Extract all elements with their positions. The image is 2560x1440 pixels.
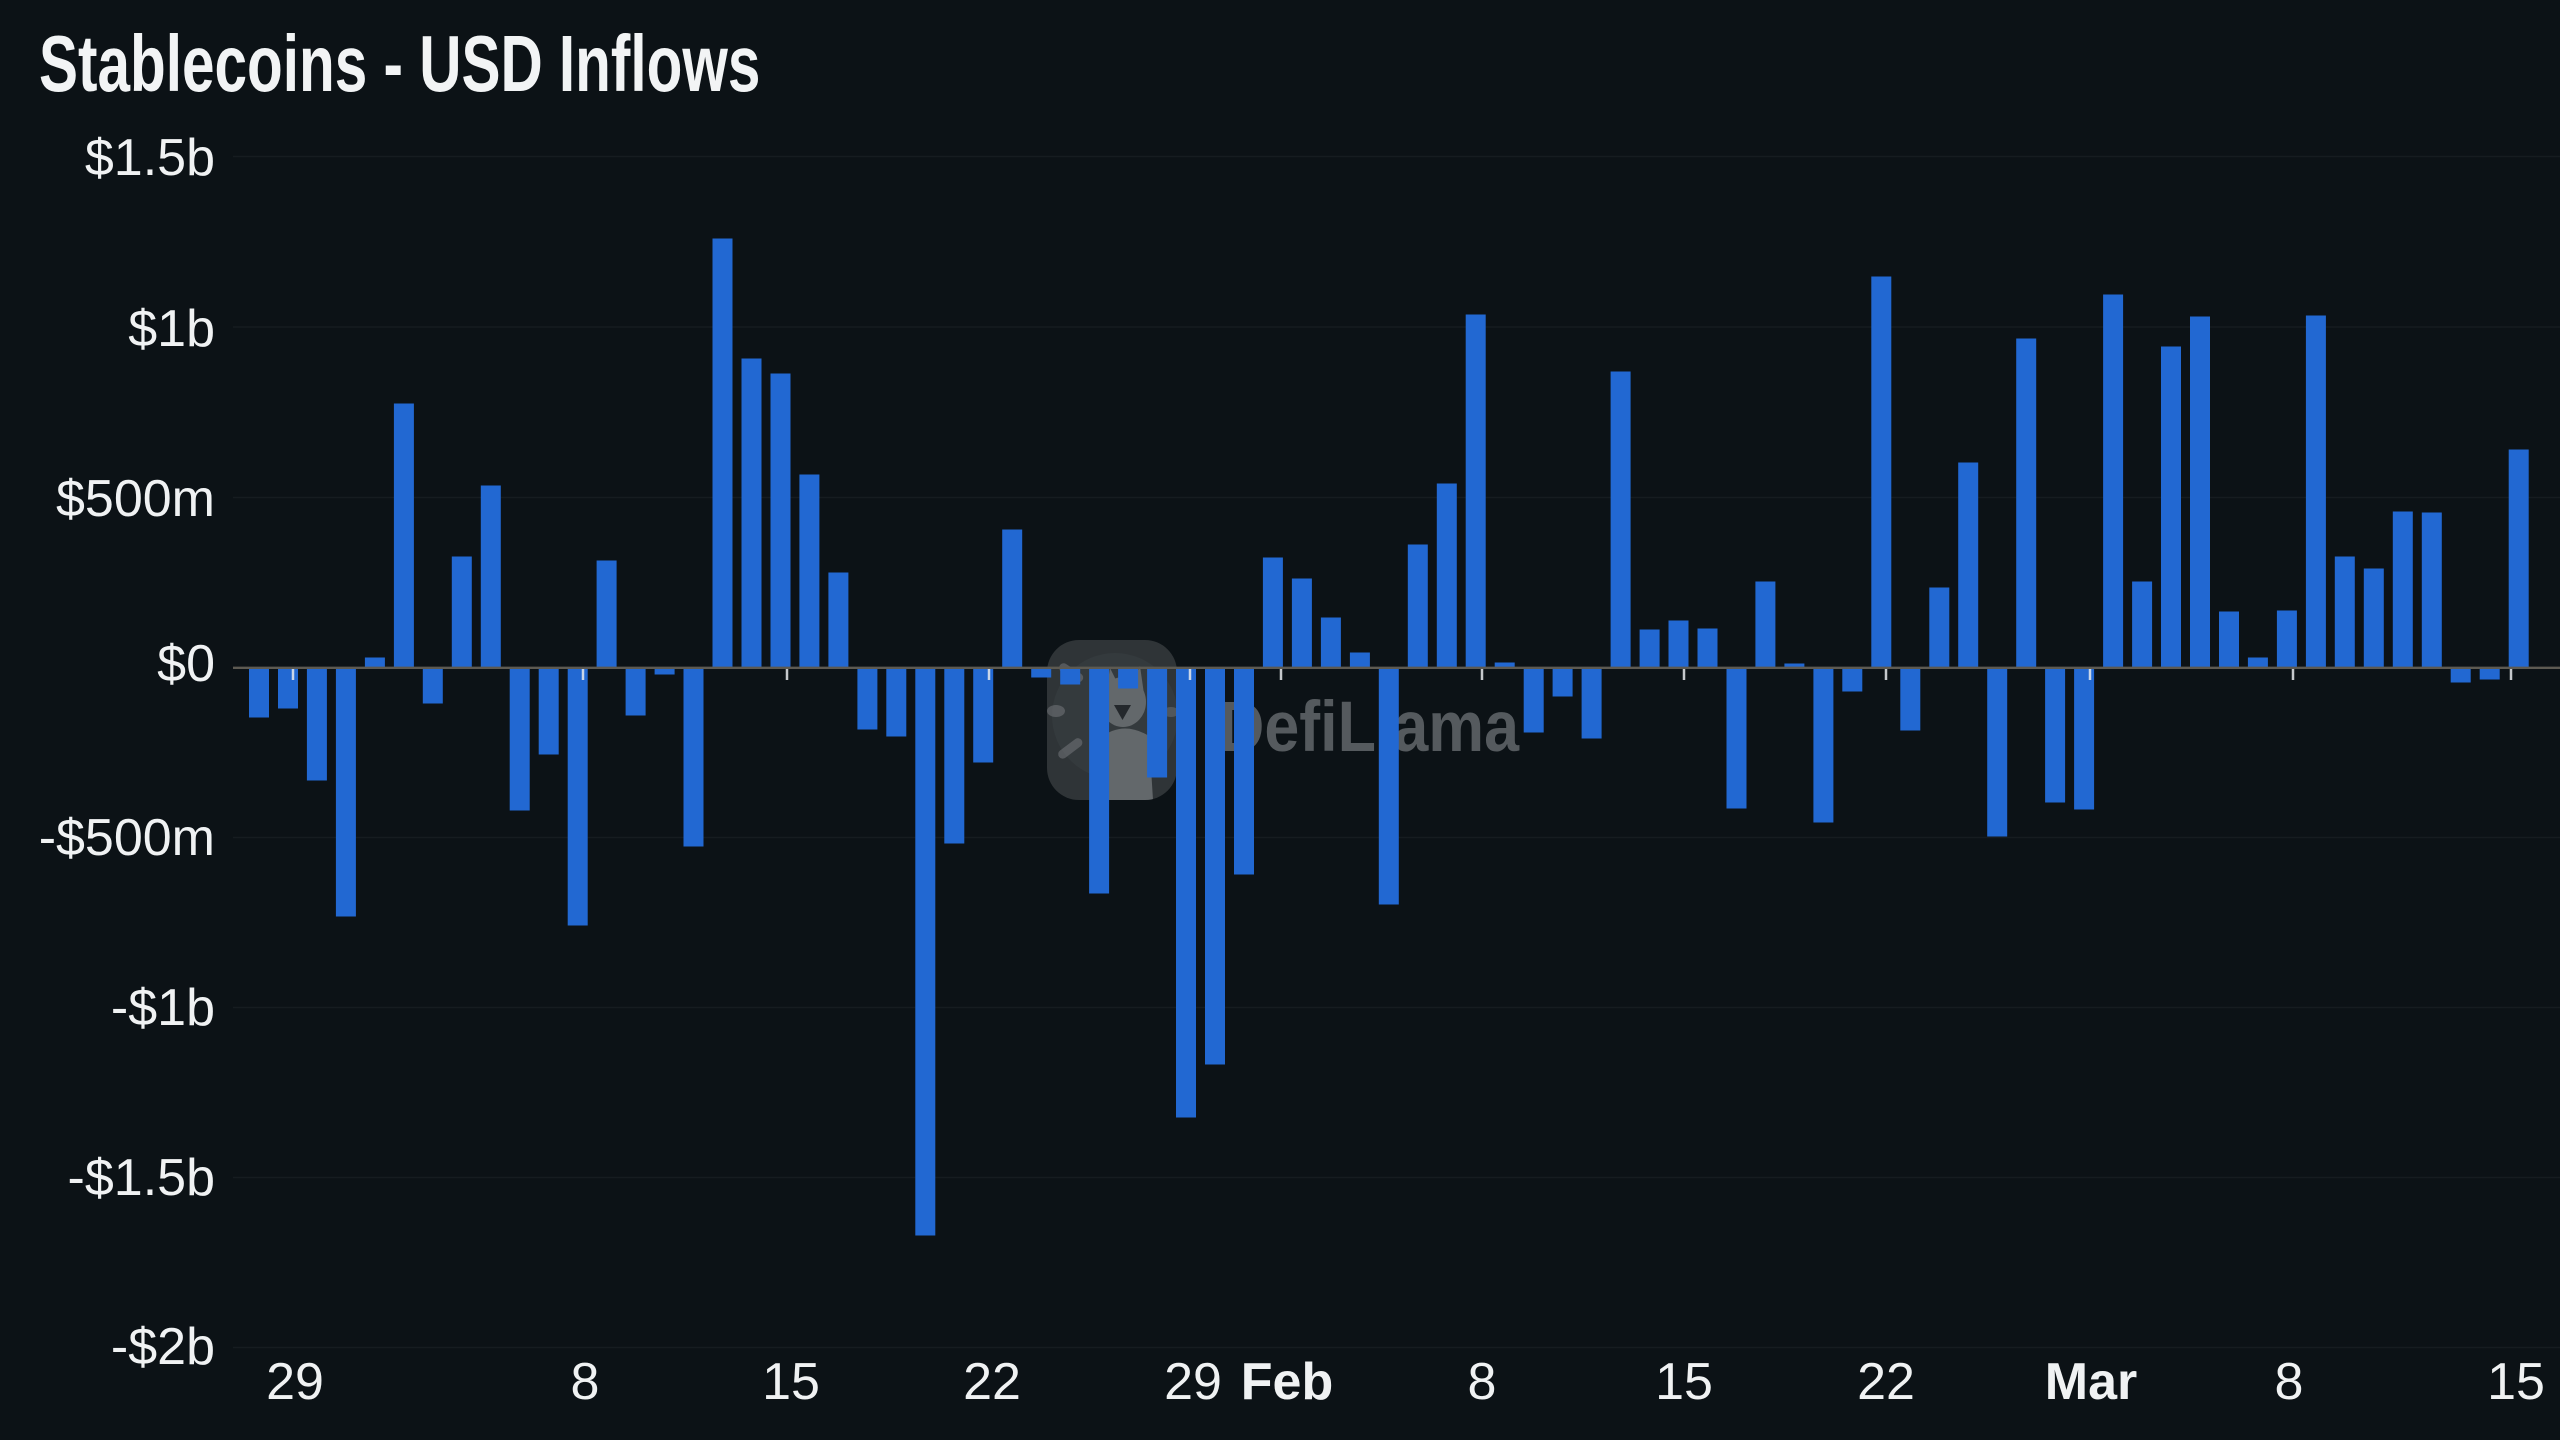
svg-text:22: 22 [963,1353,1021,1411]
svg-text:15: 15 [2487,1353,2545,1411]
svg-text:8: 8 [1468,1353,1497,1411]
svg-text:-$1b: -$1b [111,979,215,1037]
svg-text:-$1.5b: -$1.5b [68,1149,215,1207]
svg-text:$0: $0 [157,635,215,693]
svg-text:-$500m: -$500m [39,809,215,867]
svg-text:$1.5b: $1.5b [85,129,215,187]
svg-text:$1b: $1b [128,300,215,358]
svg-text:15: 15 [762,1353,820,1411]
svg-text:8: 8 [2275,1353,2304,1411]
svg-text:29: 29 [266,1353,324,1411]
svg-text:Feb: Feb [1241,1353,1333,1411]
svg-text:22: 22 [1857,1353,1915,1411]
svg-text:29: 29 [1164,1353,1222,1411]
svg-text:-$2b: -$2b [111,1318,215,1376]
svg-text:$500m: $500m [56,470,215,528]
svg-text:8: 8 [571,1353,600,1411]
svg-text:Mar: Mar [2045,1353,2137,1411]
svg-text:15: 15 [1655,1353,1713,1411]
svg-text:DefiLlama: DefiLlama [1219,688,1519,767]
